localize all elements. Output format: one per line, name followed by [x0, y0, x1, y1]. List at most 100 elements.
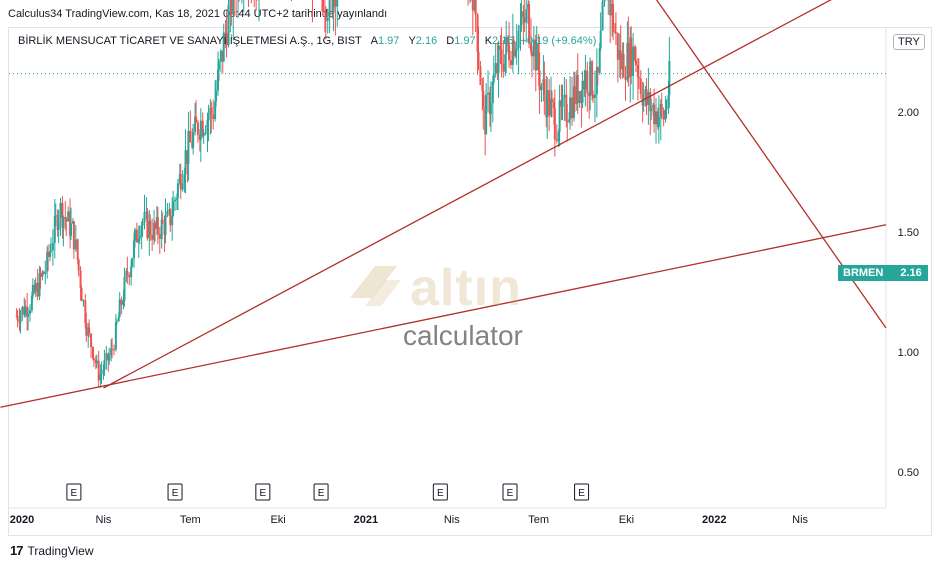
candle-body — [179, 173, 182, 190]
earnings-marker-label: E — [318, 488, 325, 499]
candle-body — [114, 322, 117, 350]
candle-body — [558, 100, 561, 132]
candle-body — [161, 219, 164, 223]
candle-body — [481, 84, 484, 91]
candle-body — [126, 270, 129, 275]
footer-brand[interactable]: TradingView — [27, 543, 94, 558]
candle-body — [97, 360, 100, 381]
candle-body — [540, 85, 543, 91]
y-tick-label: 1.00 — [898, 347, 919, 359]
high-label: Y — [408, 35, 416, 47]
candle-body — [601, 1, 604, 31]
candle-body — [500, 49, 503, 65]
candle-body — [645, 89, 648, 106]
x-tick-label: 2021 — [354, 514, 378, 526]
candle-body — [561, 97, 564, 107]
candle-body — [576, 75, 579, 104]
candle-body — [596, 67, 599, 73]
candle-body — [172, 201, 175, 216]
change-value: +0.19 (+9.64%) — [520, 35, 597, 47]
candle-body — [565, 94, 568, 121]
candle-body — [591, 61, 594, 96]
candle-body — [153, 222, 156, 240]
candle-body — [627, 43, 630, 78]
candle-body — [537, 43, 540, 71]
candle-body — [637, 76, 640, 79]
candle-body — [571, 97, 574, 119]
candle-body — [535, 43, 538, 71]
candle-body — [34, 282, 37, 292]
candle-body — [497, 45, 500, 73]
x-tick-label: Nis — [444, 514, 460, 526]
earnings-marker-label: E — [260, 488, 267, 499]
candle-body — [595, 67, 598, 95]
candle-body — [630, 37, 633, 76]
candle-body — [509, 60, 512, 65]
candle-body — [482, 90, 485, 107]
candle-body — [323, 11, 326, 13]
candle-body — [206, 120, 209, 133]
candle-body — [546, 90, 549, 118]
currency-button[interactable]: TRY — [893, 34, 925, 50]
candle-body — [668, 60, 671, 96]
candle-body — [202, 132, 205, 137]
candle-body — [49, 251, 52, 257]
close-label: K — [484, 35, 493, 47]
candle-body — [30, 295, 33, 311]
candle-body — [659, 103, 662, 117]
candle-body — [91, 347, 94, 359]
x-tick-label: Nis — [96, 514, 112, 526]
candle-body — [181, 183, 184, 190]
chart-frame[interactable] — [8, 27, 932, 536]
candle-body — [128, 274, 131, 278]
candle-body — [530, 42, 533, 52]
candle-body — [103, 360, 106, 370]
candle-body — [100, 371, 103, 375]
candle-body — [187, 130, 190, 165]
candle-body — [532, 39, 535, 57]
x-tick-label: 2020 — [10, 514, 34, 526]
candle-body — [133, 229, 136, 241]
candle-body — [59, 202, 62, 218]
candle-body — [111, 348, 114, 350]
candle-body — [49, 250, 52, 252]
candle-body — [164, 215, 167, 235]
earnings-marker — [432, 483, 448, 501]
candle-body — [636, 65, 639, 77]
low-value: 1.97 — [454, 35, 476, 47]
candle-body — [485, 94, 488, 135]
symbol-legend[interactable]: BİRLİK MENSUCAT TİCARET VE SANAYİ İŞLETM… — [18, 35, 596, 47]
candle-body — [589, 61, 592, 97]
candle-body — [169, 209, 172, 226]
trendline — [655, 0, 887, 329]
candle-body — [16, 316, 19, 321]
candle-body — [517, 30, 520, 48]
candle-body — [653, 104, 656, 125]
candle-body — [215, 90, 218, 102]
candle-body — [85, 322, 88, 336]
candle-body — [99, 374, 102, 381]
candle-body — [550, 98, 553, 102]
candle-body — [156, 216, 159, 234]
candle-body — [492, 74, 495, 82]
candle-body — [328, 0, 331, 18]
candle-body — [192, 132, 195, 148]
candle-body — [141, 222, 144, 226]
candle-body — [79, 270, 82, 289]
candle-body — [665, 105, 668, 110]
earnings-marker-label: E — [507, 488, 514, 499]
candle-body — [21, 306, 24, 314]
candle-body — [207, 117, 210, 121]
earnings-marker — [313, 483, 329, 501]
candle-body — [175, 198, 178, 200]
tradingview-logo-icon[interactable]: 17 — [10, 543, 24, 558]
y-tick-label: 0.50 — [898, 467, 919, 479]
candle-body — [568, 119, 571, 122]
candle-body — [115, 321, 118, 323]
candle-body — [38, 273, 41, 297]
candle-body — [76, 239, 79, 260]
candle-body — [39, 273, 42, 277]
candle-body — [550, 98, 553, 116]
symbol-name: BİRLİK MENSUCAT TİCARET VE SANAYİ İŞLETM… — [18, 35, 362, 47]
